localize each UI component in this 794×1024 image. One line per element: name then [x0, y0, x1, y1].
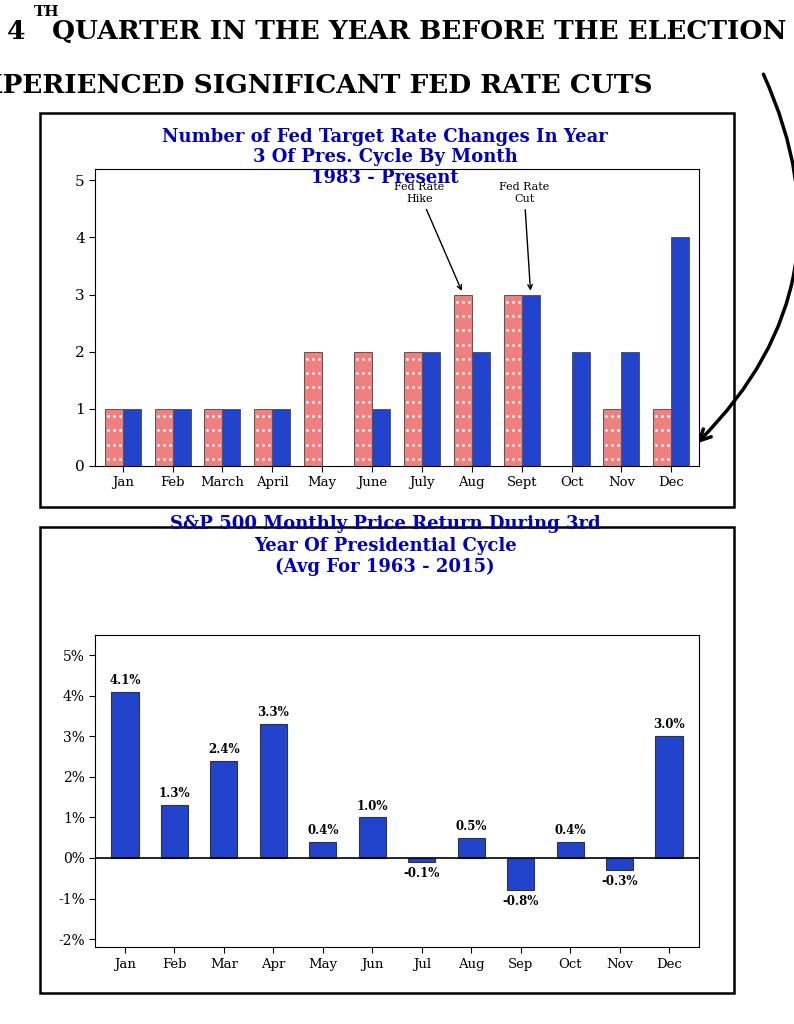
- Text: 4.1%: 4.1%: [110, 674, 141, 687]
- Text: Year Of Presidential Cycle: Year Of Presidential Cycle: [254, 537, 516, 555]
- Text: Number of Fed Target Rate Changes In Year: Number of Fed Target Rate Changes In Yea…: [162, 128, 608, 146]
- Bar: [254, 409, 272, 466]
- Bar: [155, 409, 172, 466]
- Text: -0.8%: -0.8%: [503, 895, 539, 908]
- Bar: [671, 238, 689, 466]
- Text: 3.0%: 3.0%: [653, 719, 685, 731]
- Text: -0.3%: -0.3%: [601, 874, 638, 888]
- Bar: [222, 409, 241, 466]
- Bar: [503, 295, 522, 466]
- Bar: [422, 351, 440, 466]
- Bar: [655, 736, 683, 858]
- Text: (Avg For 1963 - 2015): (Avg For 1963 - 2015): [276, 558, 495, 577]
- Bar: [111, 691, 139, 858]
- Text: 2.4%: 2.4%: [208, 742, 240, 756]
- Text: 1983 - Present: 1983 - Present: [311, 169, 459, 187]
- Bar: [210, 761, 237, 858]
- Bar: [260, 724, 287, 858]
- Bar: [457, 838, 485, 858]
- Bar: [507, 858, 534, 891]
- Text: Fed Rate
Hike: Fed Rate Hike: [395, 182, 461, 290]
- Bar: [272, 409, 291, 466]
- Bar: [454, 295, 472, 466]
- Bar: [123, 409, 141, 466]
- Text: EXPERIENCED SIGNIFICANT FED RATE CUTS: EXPERIENCED SIGNIFICANT FED RATE CUTS: [0, 73, 653, 98]
- Bar: [557, 842, 584, 858]
- Bar: [522, 295, 540, 466]
- Text: -0.1%: -0.1%: [403, 867, 440, 880]
- Bar: [372, 409, 390, 466]
- Bar: [105, 409, 123, 466]
- Text: S&P 500 Monthly Price Return During 3rd: S&P 500 Monthly Price Return During 3rd: [170, 515, 600, 534]
- Bar: [603, 409, 622, 466]
- Text: 0.5%: 0.5%: [456, 820, 487, 833]
- Bar: [161, 805, 188, 858]
- Text: 3 Of Pres. Cycle By Month: 3 Of Pres. Cycle By Month: [252, 148, 518, 167]
- Bar: [622, 351, 639, 466]
- Bar: [354, 351, 372, 466]
- Bar: [359, 817, 386, 858]
- Text: 0.4%: 0.4%: [307, 824, 338, 837]
- Bar: [205, 409, 222, 466]
- Bar: [404, 351, 422, 466]
- Text: 4: 4: [7, 19, 25, 44]
- Text: 3.3%: 3.3%: [257, 707, 289, 719]
- Text: Fed Rate
Cut: Fed Rate Cut: [499, 182, 549, 289]
- Bar: [653, 409, 671, 466]
- Bar: [172, 409, 191, 466]
- Text: 1.0%: 1.0%: [357, 800, 388, 812]
- Bar: [606, 858, 633, 870]
- Bar: [304, 351, 322, 466]
- Bar: [408, 858, 435, 862]
- Text: TH: TH: [33, 5, 60, 19]
- Bar: [472, 351, 490, 466]
- Bar: [572, 351, 589, 466]
- Text: QUARTER IN THE YEAR BEFORE THE ELECTION HAS: QUARTER IN THE YEAR BEFORE THE ELECTION …: [52, 19, 794, 44]
- Text: 0.4%: 0.4%: [554, 824, 586, 837]
- Text: 1.3%: 1.3%: [159, 787, 191, 801]
- Bar: [309, 842, 337, 858]
